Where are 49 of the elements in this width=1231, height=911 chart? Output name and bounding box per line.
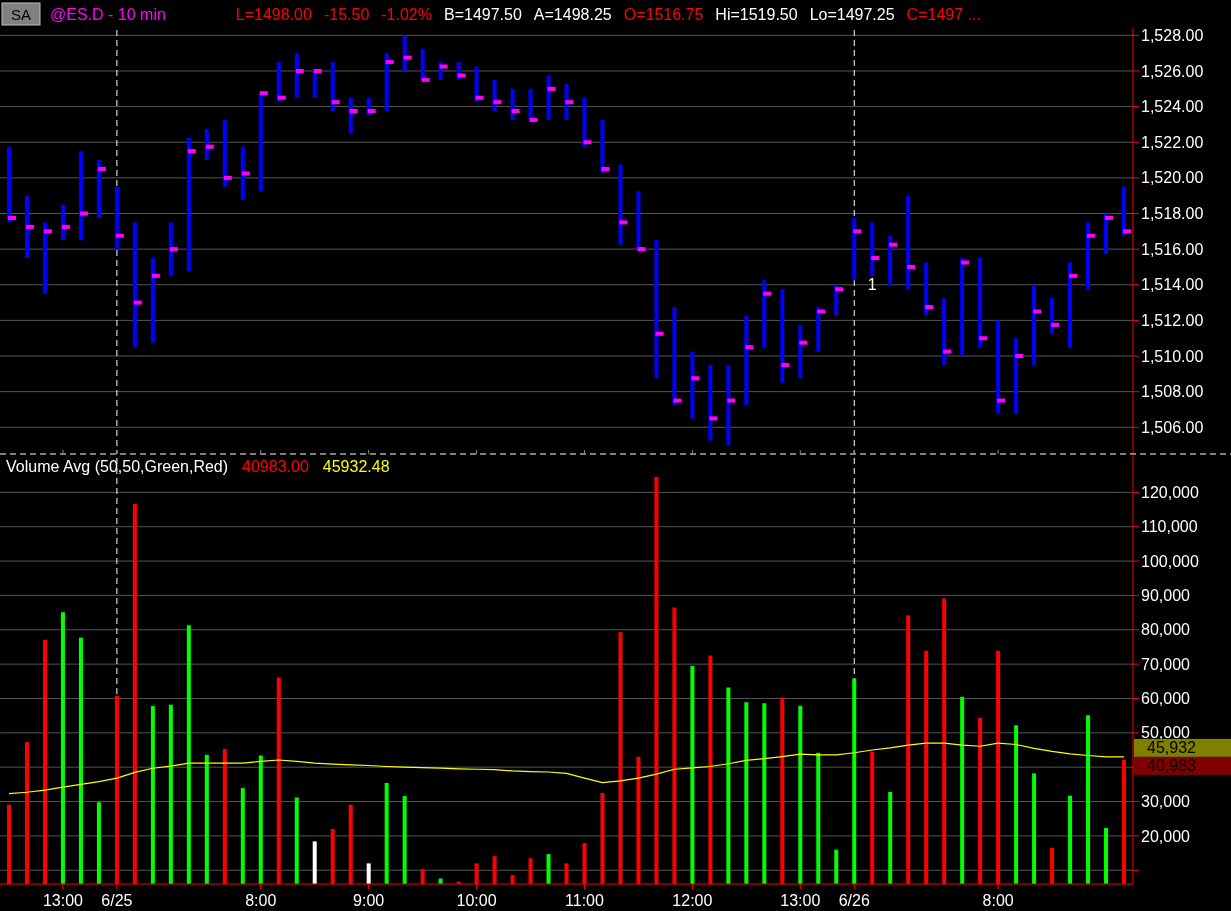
y-tick-label: 1,526.00 bbox=[1141, 62, 1204, 80]
y-tick-label: 120,000 bbox=[1141, 483, 1199, 501]
chart-title: @ES.D - 10 min bbox=[50, 6, 166, 23]
y-tick-label: 1,528.00 bbox=[1141, 26, 1204, 44]
y-tick-label: 1,514.00 bbox=[1141, 276, 1204, 294]
y-tick-label: 30,000 bbox=[1141, 793, 1191, 811]
x-tick-label: 13:00 bbox=[42, 892, 84, 909]
text: 45,932 bbox=[1147, 739, 1197, 757]
y-tick-label: 1,520.00 bbox=[1141, 169, 1204, 187]
text: Hi=1519.50 bbox=[715, 6, 798, 23]
y-tick-label: 1,524.00 bbox=[1141, 98, 1204, 116]
text: -1.02% bbox=[381, 6, 432, 23]
annotation: 45932.48 bbox=[322, 458, 390, 475]
y-tick-label: 1,510.00 bbox=[1141, 347, 1204, 365]
y-tick-label: 50,000 bbox=[1141, 724, 1191, 742]
y-tick-label: 100,000 bbox=[1141, 552, 1199, 570]
y-tick-label: 20,000 bbox=[1141, 827, 1191, 845]
y-tick-label: 90,000 bbox=[1141, 587, 1191, 605]
text: 40,983 bbox=[1147, 757, 1197, 775]
x-tick-label: 9:00 bbox=[353, 892, 385, 909]
x-tick-label: 12:00 bbox=[672, 892, 713, 909]
text: A=1498.25 bbox=[533, 6, 612, 23]
x-tick-label: 13:00 bbox=[780, 892, 821, 909]
y-tick-label: 1,518.00 bbox=[1141, 205, 1204, 223]
y-tick-label: 1,508.00 bbox=[1141, 383, 1204, 401]
x-tick-label: 10:00 bbox=[456, 892, 497, 909]
y-tick-label: 1,512.00 bbox=[1141, 311, 1204, 329]
y-tick-label: 80,000 bbox=[1141, 621, 1191, 639]
y-tick-label: 60,000 bbox=[1141, 690, 1191, 708]
y-tick-label: 1,516.00 bbox=[1141, 240, 1204, 258]
text: O=1516.75 bbox=[623, 6, 704, 23]
text: C=1497 ... bbox=[906, 6, 981, 23]
annotation: 1 bbox=[867, 275, 877, 293]
x-tick-label: 6/25 bbox=[101, 892, 133, 909]
text: B=1497.50 bbox=[443, 6, 522, 23]
text: SA bbox=[10, 6, 32, 23]
y-tick-label: 1,522.00 bbox=[1141, 133, 1204, 151]
y-tick-label: 1,506.00 bbox=[1141, 418, 1204, 436]
y-tick-label: 70,000 bbox=[1141, 655, 1191, 673]
x-tick-label: 8:00 bbox=[245, 892, 277, 909]
x-tick-label: 11:00 bbox=[565, 892, 605, 909]
chart-title: Volume Avg (50,50,Green,Red) bbox=[6, 458, 229, 475]
text: L=1498.00 bbox=[235, 6, 313, 23]
y-tick-label: 110,000 bbox=[1141, 518, 1198, 536]
annotation: 40983.00 bbox=[242, 458, 309, 475]
text: Lo=1497.25 bbox=[809, 6, 895, 23]
x-tick-label: 6/26 bbox=[838, 892, 870, 909]
text: -15.50 bbox=[323, 6, 370, 23]
x-tick-label: 8:00 bbox=[982, 892, 1014, 909]
